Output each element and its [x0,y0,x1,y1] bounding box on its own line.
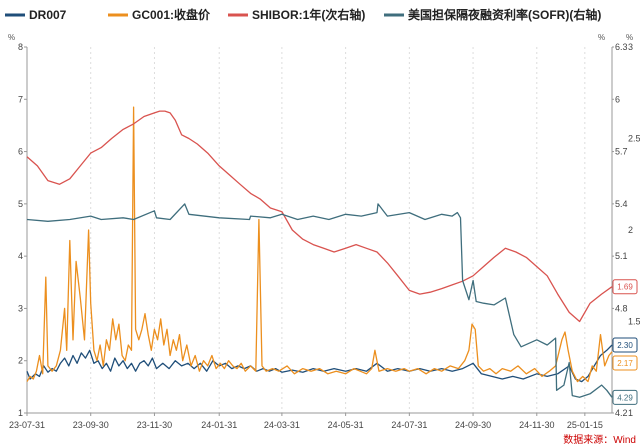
secondary-right-axis-tick-label: 3 [628,42,633,52]
right-axis-tick-label: 5.1 [615,251,628,261]
legend-label-1: DR007 [29,8,67,22]
value-tag-box-2 [612,355,638,371]
axes: % % % 123456784.24.54.85.15.45.766.311.5… [8,33,640,430]
secondary-right-axis-tick-label: 2 [628,225,633,235]
right-axis-tick-label: 4.2 [615,408,628,418]
x-axis-tick-label: 25-01-15 [567,420,603,430]
right-axis-tick-label: 5.7 [615,147,628,157]
left-axis-tick-label: 8 [18,42,23,52]
left-axis-tick-label: 1 [18,408,23,418]
value-tag-box-1 [612,337,638,353]
value-tag-1: 2.30 [617,341,633,350]
x-axis-tick-label: 24-03-31 [264,420,300,430]
x-axis-tick-label: 24-05-31 [328,420,364,430]
secondary-right-axis-tick-label: 1 [628,408,633,418]
left-axis-tick-label: 6 [18,147,23,157]
x-axis-tick-label: 24-07-31 [391,420,427,430]
right-axis-tick-label: 5.4 [615,199,628,209]
x-axis-tick-label: 24-09-30 [455,420,491,430]
left-axis-tick-label: 7 [18,94,23,104]
x-axis-tick-label: 23-09-30 [73,420,109,430]
right-axis-unit: % [598,33,605,42]
value-tag-4: 4.29 [617,393,633,402]
x-axis-tick-label: 23-07-31 [9,420,45,430]
secondary-right-axis-unit: % [626,33,633,42]
left-axis-tick-label: 2 [18,356,23,366]
series-lines [26,106,613,398]
x-axis-tick-label: 23-11-30 [137,420,172,430]
right-axis-tick-label: 6 [615,94,620,104]
x-axis-tick-label: 24-01-31 [201,420,237,430]
left-axis-unit: % [8,33,15,42]
source-note: 数据来源：Wind [563,433,636,446]
series-line-4 [26,203,613,398]
value-tag-2: 2.17 [617,359,633,368]
legend-label-2: GC001:收盘价 [132,7,211,22]
value-tag-box-3 [612,279,638,295]
legend: DR007 GC001:收盘价 SHIBOR:1年(次右轴) 美国担保隔夜融资利率(S… [5,7,601,22]
legend-label-3: SHIBOR:1年(次右轴) [252,7,365,22]
gridlines [26,47,586,413]
right-axis-tick-label: 4.8 [615,303,628,313]
value-tag-box-4 [612,389,638,405]
left-axis-tick-label: 3 [18,303,23,313]
right-axis-tick-label: 6.3 [615,42,628,52]
value-tags: 1.69 2.30 2.17 4.29 [612,279,638,405]
left-axis-tick-label: 5 [18,199,23,209]
series-line-2 [26,106,613,383]
left-axis-tick-label: 4 [18,251,23,261]
x-axis-tick-label: 24-11-30 [519,420,554,430]
legend-label-4: 美国担保隔夜融资利率(SOFR)(右轴) [408,7,601,22]
series-line-3 [26,110,613,323]
secondary-right-axis-tick-label: 2.5 [628,134,640,144]
series-line-1 [26,344,613,383]
value-tag-3: 1.69 [617,283,633,292]
secondary-right-axis-tick-label: 1.5 [628,317,640,327]
